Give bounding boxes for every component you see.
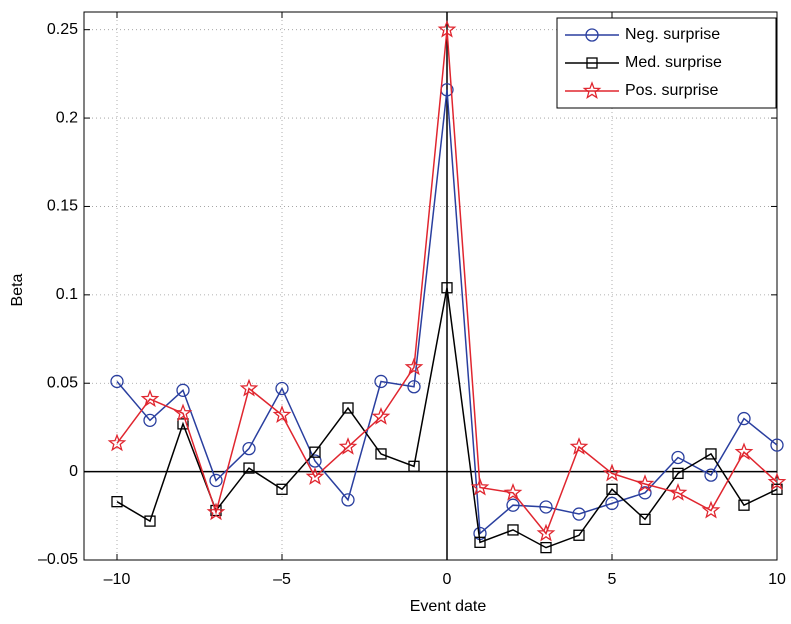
marker [305,467,325,485]
marker [342,402,354,414]
marker [572,507,586,521]
marker [276,483,288,495]
marker [242,441,256,456]
legend-label: Neg. surprise [625,26,720,43]
x-axis-label: Event date [410,598,487,615]
marker [767,472,787,491]
y-tick-label: 0.25 [47,21,78,38]
marker [308,454,322,468]
marker [582,81,602,99]
marker [275,381,289,396]
marker [341,493,355,507]
marker [177,418,189,430]
marker [404,357,424,376]
marker [209,473,223,488]
x-tick-label: 0 [443,571,452,588]
marker [536,523,556,542]
marker [176,383,190,397]
marker [602,463,622,482]
y-tick-label: 0.2 [56,109,78,126]
marker [573,529,585,541]
marker [668,482,688,501]
marker [606,483,618,495]
marker [309,446,321,458]
marker [635,474,655,493]
marker [585,28,599,42]
marker [408,460,420,472]
y-axis-label: Beta [9,273,26,306]
marker [371,406,391,425]
series-line [116,29,778,535]
marker [107,433,127,452]
plot-frame [83,11,778,561]
marker [671,450,685,465]
marker [437,19,457,38]
marker [374,374,388,389]
series-line [116,287,778,549]
x-tick-label: –5 [273,571,291,588]
legend-label: Pos. surprise [625,82,718,99]
marker [704,468,718,482]
y-tick-label: –0.05 [38,551,78,568]
marker [110,374,124,389]
marker [506,498,520,512]
marker [144,515,156,527]
marker [586,57,598,69]
marker [206,502,226,521]
marker [243,462,255,474]
y-tick-label: 0.15 [47,198,78,215]
marker [738,499,750,511]
x-tick-label: 5 [608,571,617,588]
marker [737,411,751,426]
legend-label: Med. surprise [625,54,722,71]
marker [705,448,717,460]
marker [540,541,552,554]
marker [338,437,358,455]
marker [569,437,589,455]
marker [605,496,619,511]
marker [143,413,157,427]
y-tick-label: 0.05 [47,374,78,391]
y-tick-label: 0 [69,463,78,480]
marker [734,442,754,461]
x-tick-label: 10 [768,571,786,588]
y-tick-label: 0.1 [56,286,78,303]
marker [470,477,490,496]
marker [639,513,651,525]
marker [239,378,259,397]
marker [539,500,553,514]
marker [441,282,453,294]
marker [173,403,193,422]
marker [474,536,486,548]
marker [701,500,721,519]
x-tick-label: –10 [104,571,131,588]
marker [272,405,292,423]
marker [672,467,684,480]
marker [111,496,123,508]
marker [503,482,523,501]
marker [407,380,421,394]
marker [140,389,160,408]
marker [770,438,784,452]
marker [507,524,519,536]
marker [375,448,387,460]
